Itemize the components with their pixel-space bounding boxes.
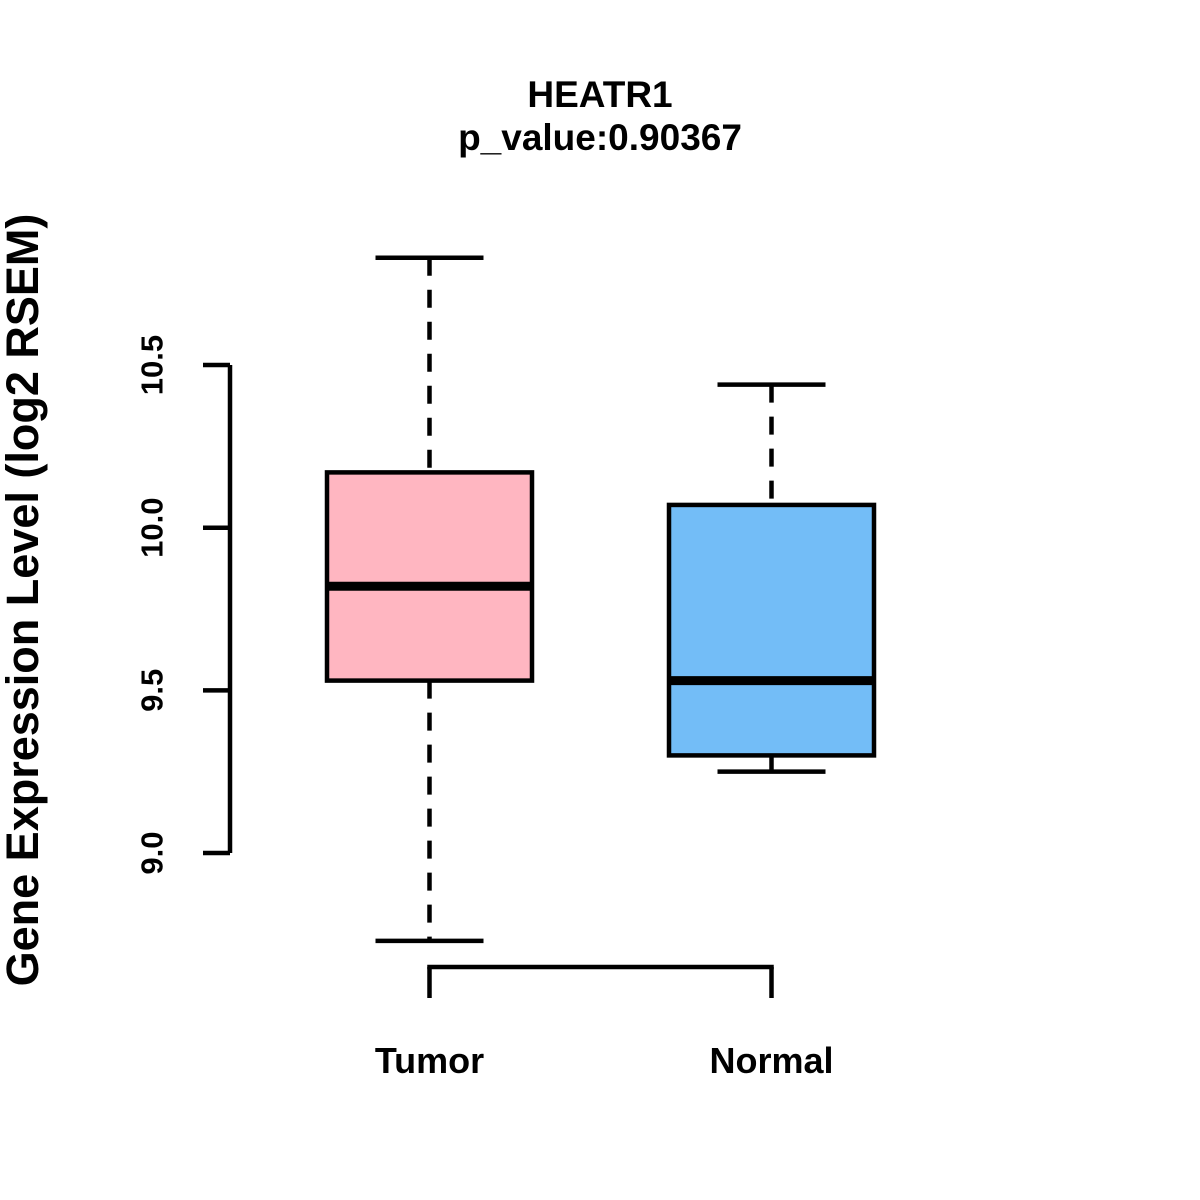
y-axis-tick-label: 9.0	[135, 831, 170, 874]
normal-iqr-box	[666, 502, 877, 758]
x-category-label-tumor: Tumor	[375, 1040, 484, 1081]
y-axis-title: Gene Expression Level (log2 RSEM)	[0, 214, 48, 987]
tumor-iqr-box	[324, 470, 535, 683]
chart-title: HEATR1	[527, 74, 672, 115]
y-axis-tick-label: 10.5	[135, 335, 170, 395]
y-axis-tick-label: 9.5	[135, 669, 170, 712]
x-category-label-normal: Normal	[709, 1040, 833, 1081]
chart-subtitle-pvalue: p_value:0.90367	[458, 117, 742, 158]
y-axis-tick-label: 10.0	[135, 498, 170, 558]
plot-area: 9.0 9.5 10.0 10.5 Tumor Normal	[135, 255, 877, 1081]
